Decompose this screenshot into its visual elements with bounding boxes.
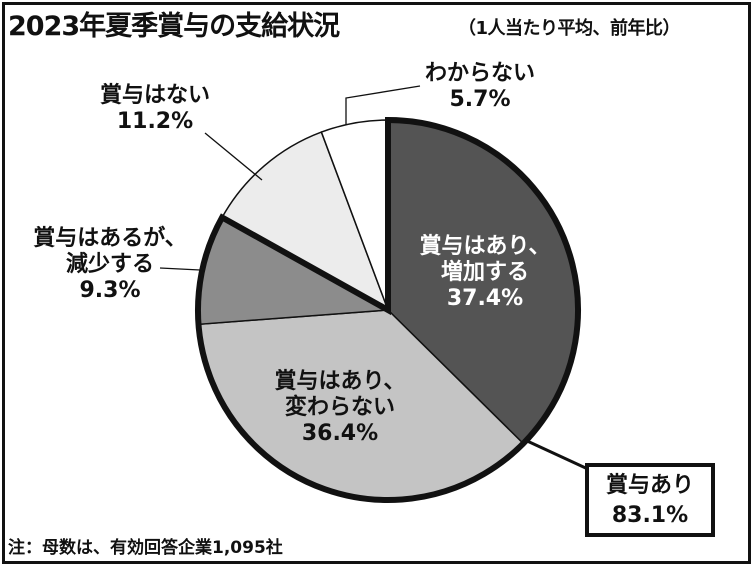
chart-subtitle: （1人当たり平均、前年比） bbox=[458, 18, 681, 39]
slice-leader-3 bbox=[159, 267, 201, 271]
slice-value-label-4: 11.2% bbox=[117, 109, 193, 134]
total-label: 賞与あり bbox=[605, 473, 694, 498]
slice-category-label-1: 賞与はあり、 bbox=[419, 233, 550, 259]
bonus-paid-group-outline bbox=[195, 116, 581, 503]
slice-value-label-3: 9.3% bbox=[79, 278, 140, 303]
footnote: 注：母数は、有効回答企業1,095社 bbox=[8, 538, 283, 558]
total-value: 83.1% bbox=[611, 503, 689, 528]
slice-category-label-3: 賞与はあるが、 bbox=[33, 225, 187, 251]
slice-leader-4 bbox=[204, 132, 263, 181]
slice-category-label-4: 賞与はない bbox=[100, 82, 210, 108]
chart-title: 2023年夏季賞与の支給状況 bbox=[8, 11, 340, 42]
total-callout-leader bbox=[524, 438, 591, 472]
slice-category-label-1: 増加する bbox=[441, 259, 529, 285]
slice-leader-5 bbox=[345, 85, 421, 125]
total-callout-box: 賞与あり 83.1% bbox=[585, 463, 715, 537]
slice-category-label-2: 変わらない bbox=[285, 394, 395, 420]
slice-value-label-2: 36.4% bbox=[302, 421, 378, 446]
slice-category-label-3: 減少する bbox=[66, 252, 154, 277]
slice-category-label-5: わからない bbox=[425, 61, 535, 86]
pie-slice-4 bbox=[221, 131, 390, 312]
slice-category-label-2: 賞与はあり、 bbox=[274, 368, 405, 394]
slice-value-label-1: 37.4% bbox=[447, 286, 523, 311]
slice-value-label-5: 5.7% bbox=[449, 87, 510, 112]
